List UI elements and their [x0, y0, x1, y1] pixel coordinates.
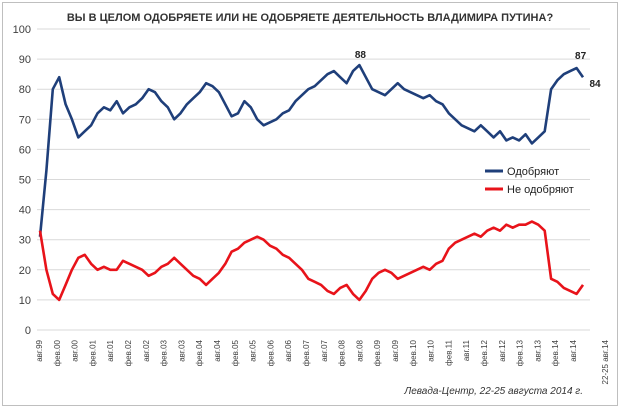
series-line-0	[38, 63, 585, 237]
y-tick-label: 90	[19, 54, 31, 66]
legend: Одобряют Не одобряют	[485, 166, 574, 196]
x-tick-label: авг.09	[391, 339, 400, 361]
x-tick-label: авг.10	[427, 339, 436, 361]
chart-title: ВЫ В ЦЕЛОМ ОДОБРЯЕТЕ ИЛИ НЕ ОДОБРЯЕТЕ ДЕ…	[67, 12, 554, 24]
x-tick-label: авг.14	[569, 339, 578, 361]
x-tick-label: фев.04	[195, 339, 204, 366]
x-tick-label: фев.10	[409, 339, 418, 366]
x-tick-label: фев.13	[516, 339, 525, 366]
x-axis-ticks: авг.99 фев.00 авг.00 фев.01 авг.01 фев.02 авг.…	[35, 339, 610, 384]
annotation-label: 88	[355, 50, 367, 61]
x-tick-label: авг.12	[498, 339, 507, 361]
y-tick-label: 40	[19, 205, 31, 217]
x-tick-label: авг.99	[35, 339, 44, 361]
y-axis-ticks: 0 10 20 30 40 50 60 70 80 90 100	[13, 24, 31, 337]
x-tick-label: фев.11	[444, 339, 453, 365]
x-tick-label: фев.01	[88, 339, 97, 366]
annotation-label: 84	[589, 79, 601, 90]
x-tick-label: фев.00	[53, 339, 62, 366]
y-tick-label: 0	[25, 325, 31, 337]
series-line-1	[38, 220, 585, 302]
y-tick-label: 100	[13, 24, 31, 36]
x-tick-label: авг.01	[106, 339, 115, 361]
annotation-label: 87	[575, 51, 587, 62]
grid-lines	[37, 28, 590, 331]
x-tick-label: фев.14	[551, 339, 560, 366]
source-note: Левада-Центр, 22-25 августа 2014 г.	[403, 386, 583, 397]
legend-label-0: Одобряют	[507, 166, 559, 178]
x-tick-label: фев.03	[160, 339, 169, 366]
x-tick-label: 22-25 авг.14	[601, 339, 610, 384]
x-tick-label: авг.13	[533, 339, 542, 361]
x-tick-label: фев.07	[302, 339, 311, 366]
x-tick-label: авг.00	[71, 339, 80, 361]
x-tick-label: фев.08	[338, 339, 347, 366]
x-tick-label: фев.02	[124, 339, 133, 366]
annotations: 88 87 84	[355, 50, 601, 90]
x-tick-label: авг.05	[249, 339, 258, 361]
x-tick-label: авг.03	[177, 339, 186, 361]
x-tick-label: авг.06	[284, 339, 293, 361]
x-tick-label: авг.11	[462, 339, 471, 361]
series-lines	[38, 63, 585, 302]
y-tick-label: 30	[19, 235, 31, 247]
y-tick-label: 10	[19, 295, 31, 307]
x-tick-label: фев.09	[373, 339, 382, 366]
y-tick-label: 60	[19, 144, 31, 156]
x-tick-label: фев.06	[266, 339, 275, 366]
x-tick-label: авг.04	[213, 339, 222, 361]
x-tick-label: фев.05	[231, 339, 240, 366]
y-tick-label: 50	[19, 175, 31, 187]
y-tick-label: 70	[19, 114, 31, 126]
y-tick-label: 20	[19, 265, 31, 277]
x-tick-label: авг.07	[320, 339, 329, 361]
y-tick-label: 80	[19, 84, 31, 96]
x-tick-label: авг.02	[142, 339, 151, 361]
legend-label-1: Не одобряют	[507, 184, 574, 196]
x-tick-label: фев.12	[480, 339, 489, 366]
x-tick-label: авг.08	[355, 339, 364, 361]
